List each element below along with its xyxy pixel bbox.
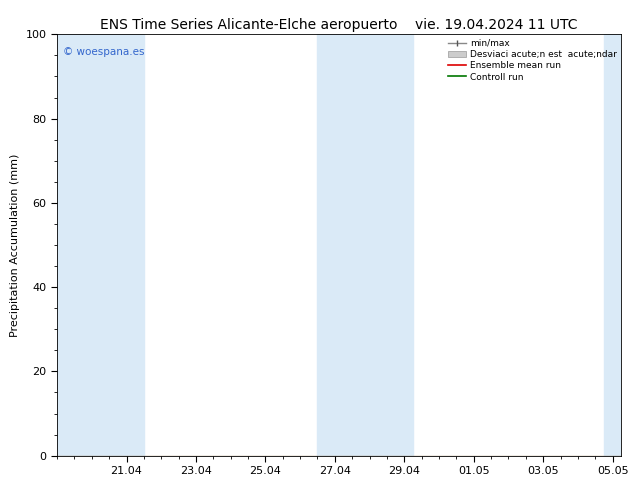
Bar bbox=[604, 34, 630, 456]
Title: ENS Time Series Alicante-Elche aeropuerto    vie. 19.04.2024 11 UTC: ENS Time Series Alicante-Elche aeropuert… bbox=[100, 18, 578, 32]
Bar bbox=[57, 34, 144, 456]
Text: © woespana.es: © woespana.es bbox=[63, 47, 144, 57]
Legend: min/max, Desviaci acute;n est  acute;ndar, Ensemble mean run, Controll run: min/max, Desviaci acute;n est acute;ndar… bbox=[446, 37, 619, 83]
Bar bbox=[318, 34, 413, 456]
Y-axis label: Precipitation Accumulation (mm): Precipitation Accumulation (mm) bbox=[10, 153, 20, 337]
